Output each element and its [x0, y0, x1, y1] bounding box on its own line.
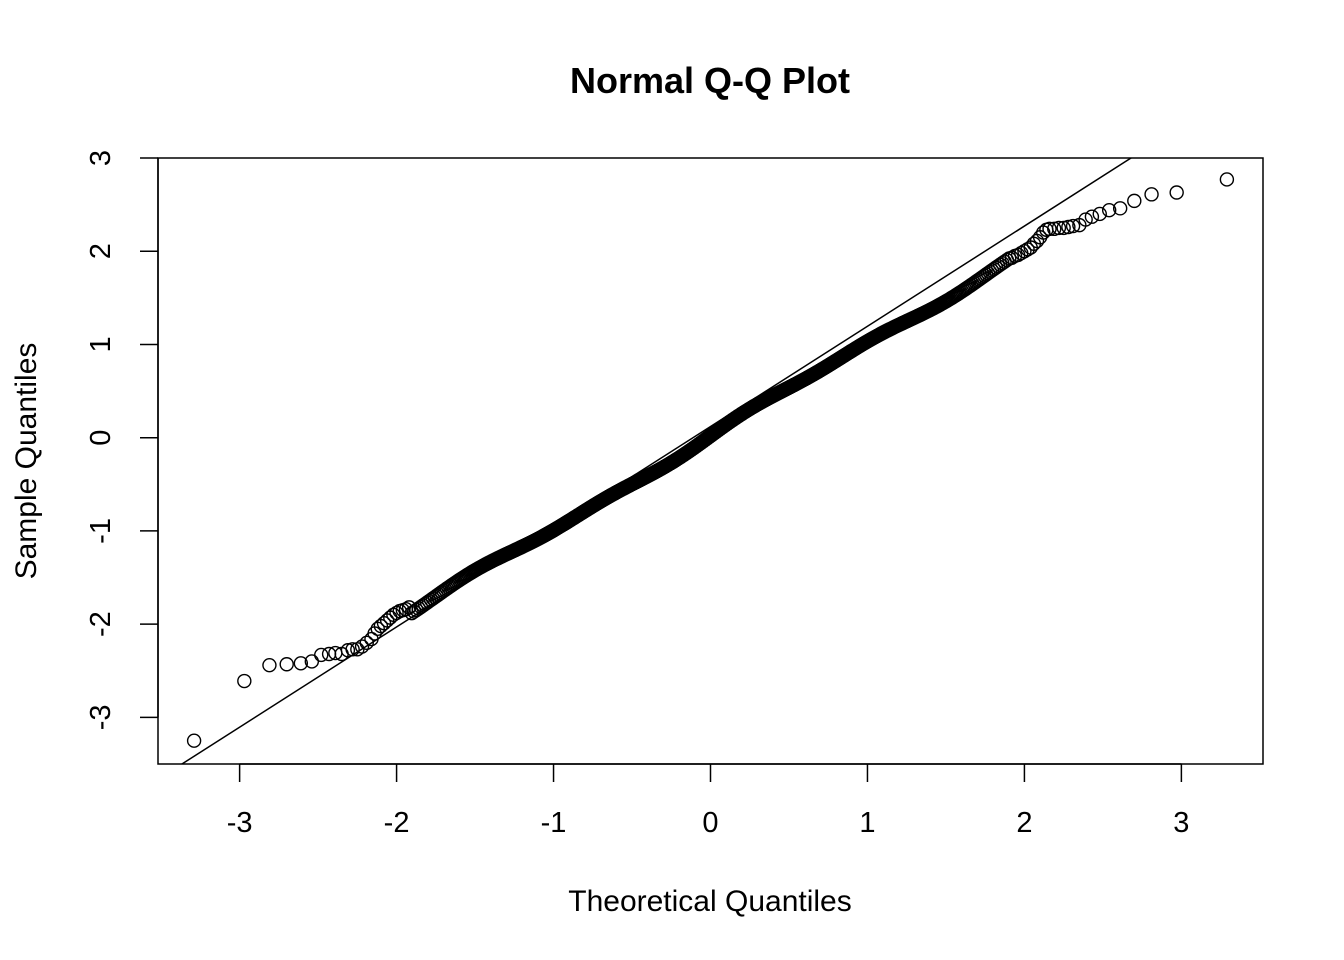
qq-point	[1061, 219, 1076, 235]
y-tick-label: 0	[85, 430, 117, 446]
x-axis-label: Theoretical Quantiles	[568, 885, 851, 918]
qq-point	[1101, 203, 1117, 218]
qq-point	[1056, 220, 1071, 236]
y-tick-label: -1	[85, 518, 117, 544]
qq-point	[1169, 185, 1184, 200]
x-tick-label: -2	[384, 807, 410, 839]
reference-line-group	[180, 158, 1133, 764]
y-tick-label: -2	[85, 611, 117, 637]
qq-point	[1047, 221, 1062, 237]
qq-point	[1051, 220, 1067, 236]
x-tick-label: 3	[1173, 807, 1189, 839]
x-tick-label: 0	[702, 807, 718, 839]
x-axis: -3 -2 -1 0 1 2 3	[227, 763, 1189, 839]
x-tick-label: -1	[541, 807, 567, 839]
qq-point	[1042, 221, 1057, 237]
qq-point	[1084, 209, 1100, 224]
reference-line	[180, 158, 1133, 764]
qq-point	[279, 657, 294, 672]
qq-point	[186, 733, 202, 748]
qq-point	[999, 252, 1015, 268]
y-axis: -3 -2 -1 0 1 2 3	[85, 150, 159, 730]
qq-point	[262, 657, 277, 673]
y-axis-label: Sample Quantiles	[10, 343, 43, 580]
qq-point	[1002, 251, 1017, 266]
data-points	[186, 172, 1235, 748]
qq-point	[293, 656, 309, 671]
x-tick-label: -3	[227, 807, 253, 839]
qq-point	[389, 605, 404, 621]
qq-point	[359, 635, 374, 650]
qq-point	[237, 673, 252, 689]
y-tick-label: 3	[85, 150, 117, 166]
qq-point	[354, 639, 370, 654]
x-tick-label: 2	[1016, 807, 1032, 839]
y-tick-label: 2	[85, 243, 117, 259]
y-tick-label: -3	[85, 704, 117, 730]
qq-point	[345, 642, 360, 657]
qq-point	[1065, 218, 1081, 234]
qq-point	[314, 647, 329, 663]
qq-point	[1078, 212, 1093, 227]
x-tick-label: 1	[859, 807, 875, 839]
chart-title: Normal Q-Q Plot	[570, 60, 850, 101]
qq-point	[997, 254, 1012, 269]
qq-point	[340, 643, 356, 658]
qq-point	[1112, 201, 1128, 216]
y-tick-label: 1	[85, 336, 117, 352]
qq-point	[1144, 187, 1159, 202]
qq-point	[1092, 206, 1107, 222]
qq-point	[1127, 193, 1142, 209]
qq-point	[1219, 172, 1235, 187]
